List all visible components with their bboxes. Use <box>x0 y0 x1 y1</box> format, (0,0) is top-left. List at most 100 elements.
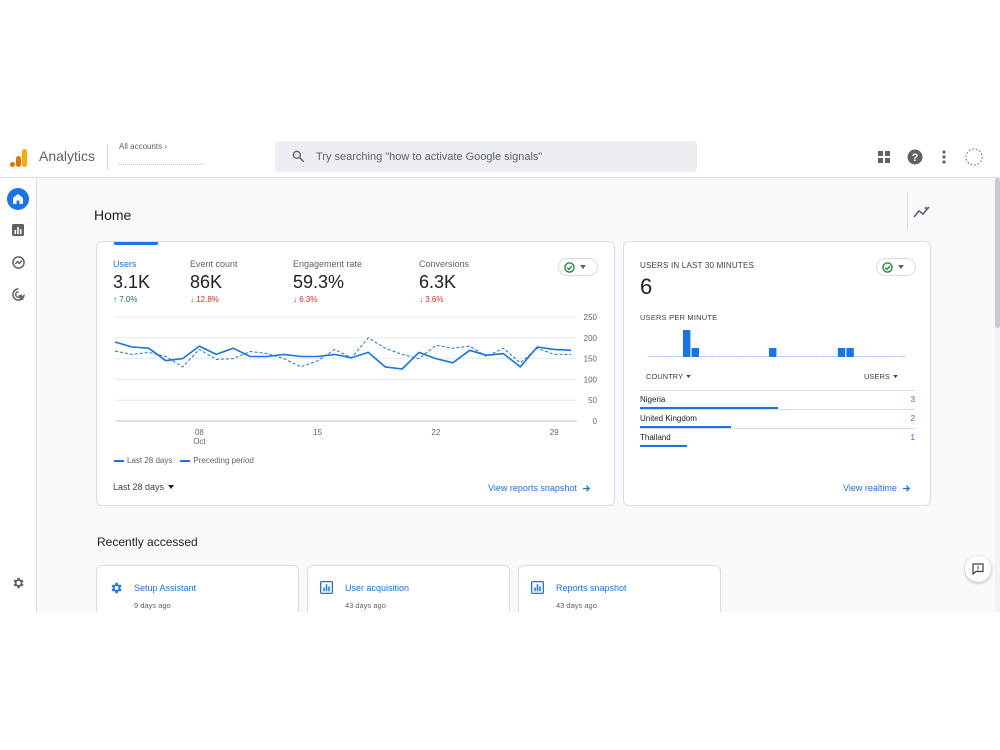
arrow-right-icon <box>902 484 911 492</box>
minute-bar <box>743 356 751 357</box>
metric-event-count[interactable]: Event count 86K ↓ 12.8% <box>190 259 238 304</box>
minute-bar <box>726 356 734 357</box>
metric-delta: ↓ 3.6% <box>419 295 444 304</box>
metric-value: 6.3K <box>419 272 457 292</box>
page-scrollbar[interactable] <box>995 178 1000 612</box>
insights-icon[interactable] <box>913 205 931 219</box>
caret-down-icon <box>168 485 175 489</box>
feedback-button[interactable] <box>965 556 991 582</box>
caret-down-icon <box>580 265 586 269</box>
scrollbar-thumb[interactable] <box>995 178 1000 328</box>
nav-home[interactable] <box>7 188 29 210</box>
property-selector[interactable] <box>119 157 204 165</box>
recently-accessed-title: Recently accessed <box>97 535 198 549</box>
minute-bar <box>794 356 803 357</box>
data-status-dropdown[interactable] <box>558 258 598 276</box>
top-bar: Analytics All accounts › ? <box>0 137 1000 178</box>
country-share-bar <box>640 407 778 409</box>
recent-item-time: 43 days ago <box>556 601 597 610</box>
minute-bar <box>872 356 880 357</box>
realtime-status-dropdown[interactable] <box>876 258 916 276</box>
analytics-logo-icon <box>10 149 27 167</box>
apps-grid-icon[interactable] <box>875 148 893 166</box>
recent-item-user-acquisition[interactable]: User acquisition 43 days ago <box>307 565 510 612</box>
metric-label: Conversions <box>419 259 470 269</box>
y-tick-label: 50 <box>588 396 597 405</box>
minute-bar <box>837 348 846 357</box>
minute-bar <box>751 356 760 357</box>
minute-bar <box>734 356 742 357</box>
nav-explore[interactable] <box>7 251 29 273</box>
analytics-app: Analytics All accounts › ? <box>0 137 1000 612</box>
minute-bar <box>777 356 785 357</box>
page-title: Home <box>94 207 132 223</box>
account-selector[interactable]: All accounts › <box>119 142 168 151</box>
more-vert-icon[interactable] <box>935 148 953 166</box>
caret-down-icon <box>893 375 898 378</box>
users-per-minute-chart <box>648 330 906 357</box>
minute-bar <box>683 330 691 357</box>
minute-bar <box>674 356 682 357</box>
view-reports-snapshot-link[interactable]: View reports snapshot <box>488 483 591 493</box>
y-tick-label: 150 <box>584 355 598 364</box>
minute-bar <box>717 356 725 357</box>
report-icon <box>320 581 333 594</box>
country-column-header[interactable]: COUNTRY <box>646 372 691 381</box>
table-row: United Kingdom 2 <box>640 409 915 428</box>
home-icon <box>13 194 23 204</box>
country-users: 3 <box>910 395 915 404</box>
metric-label: Users <box>113 259 137 269</box>
metric-engagement-rate[interactable]: Engagement rate 59.3% ↓ 6.3% <box>293 259 362 304</box>
minute-bar <box>829 356 837 357</box>
nav-admin[interactable] <box>7 572 29 594</box>
x-tick-sublabel: Oct <box>193 437 206 446</box>
users-per-minute-label: USERS PER MINUTE <box>640 313 718 322</box>
country-share-bar <box>640 426 731 428</box>
x-tick-label: 15 <box>313 428 322 437</box>
minute-bar <box>760 356 768 357</box>
search-icon <box>292 150 305 163</box>
series-line-last-28-days <box>114 341 572 370</box>
avatar[interactable] <box>965 148 983 166</box>
minute-bar <box>648 356 656 357</box>
search-input[interactable] <box>316 145 686 168</box>
topbar-divider <box>107 144 108 170</box>
link-label: View realtime <box>843 483 897 493</box>
metric-delta: ↑ 7.0% <box>113 295 138 304</box>
nav-reports[interactable] <box>7 219 29 241</box>
metric-users[interactable]: Users 3.1K ↑ 7.0% <box>113 259 150 304</box>
users-column-header[interactable]: USERS <box>864 372 898 381</box>
table-row: Thailand 1 <box>640 428 915 447</box>
minute-bar <box>863 356 871 357</box>
active-tab-indicator <box>114 242 158 245</box>
minute-bar <box>880 356 889 357</box>
bar-chart-icon <box>12 224 24 236</box>
minute-bar <box>846 348 854 357</box>
date-range-dropdown[interactable]: Last 28 days <box>113 482 175 492</box>
metric-conversions[interactable]: Conversions 6.3K ↓ 3.6% <box>419 259 469 304</box>
advertising-icon <box>11 287 25 301</box>
nav-advertising[interactable] <box>7 283 29 305</box>
y-tick-label: 100 <box>584 375 598 384</box>
check-circle-icon <box>564 261 575 273</box>
metric-label: Engagement rate <box>293 259 363 269</box>
left-nav <box>0 178 37 612</box>
metric-value: 59.3% <box>293 272 345 292</box>
country-users: 1 <box>910 433 915 442</box>
realtime-title: USERS IN LAST 30 MINUTES <box>640 261 755 270</box>
recent-item-reports-snapshot[interactable]: Reports snapshot 43 days ago <box>518 565 721 612</box>
help-icon[interactable]: ? <box>906 148 924 166</box>
minute-bar <box>820 356 828 357</box>
series-line-preceding-period <box>114 337 571 368</box>
x-tick-label: 08 <box>195 428 204 437</box>
search-bar[interactable] <box>275 141 697 172</box>
caret-down-icon <box>686 375 691 378</box>
recent-item-setup-assistant[interactable]: Setup Assistant 9 days ago <box>96 565 299 612</box>
recent-item-time: 9 days ago <box>134 601 171 610</box>
realtime-value: 6 <box>640 274 653 299</box>
country-name: United Kingdom <box>640 414 697 423</box>
legend-item-previous: Preceding period <box>180 456 254 465</box>
country-users: 2 <box>910 414 915 423</box>
view-realtime-link[interactable]: View realtime <box>843 483 911 493</box>
